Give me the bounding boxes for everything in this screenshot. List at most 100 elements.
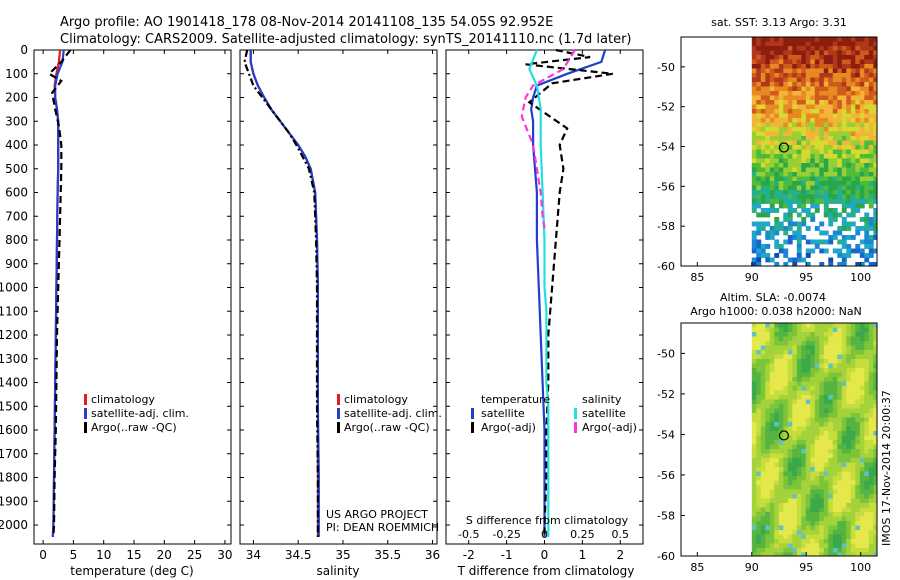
sla-cell	[774, 552, 780, 556]
sst-cell	[801, 37, 807, 42]
sla-cell	[837, 372, 843, 378]
sst-cell	[769, 199, 775, 204]
sla-cell	[760, 516, 766, 522]
sla-cell	[837, 413, 843, 418]
sst-cell	[787, 118, 793, 123]
sla-cell	[792, 521, 798, 526]
sla-cell	[805, 372, 811, 378]
sla-cell	[805, 530, 811, 535]
sla-cell	[837, 471, 843, 477]
sst-cell	[810, 100, 816, 105]
sla-cell	[792, 327, 798, 333]
sst-cell	[868, 73, 874, 78]
sla-cell	[855, 494, 861, 499]
sla-cell	[778, 444, 784, 450]
sla-cell	[810, 494, 816, 499]
sst-cell	[801, 118, 807, 123]
sst-cell	[805, 239, 811, 245]
sla-cell	[828, 368, 834, 373]
sst-cell	[828, 154, 834, 159]
sla-cell	[783, 494, 789, 499]
sst-cell	[756, 73, 762, 78]
sst-cell	[765, 41, 771, 47]
series-line-temperature-satellite	[530, 49, 607, 537]
sla-cell	[814, 534, 820, 540]
sla-cell	[859, 381, 865, 387]
sla-cell	[783, 507, 789, 513]
sla-cell	[864, 431, 870, 436]
sst-cell	[801, 100, 807, 105]
sla-cell	[783, 381, 789, 387]
sla-cell	[855, 485, 861, 490]
sla-cell	[783, 395, 789, 400]
sla-cell	[801, 467, 807, 472]
sla-cell	[841, 350, 847, 355]
sst-cell	[756, 167, 762, 173]
sla-cell	[796, 521, 802, 526]
sst-cell	[868, 154, 874, 159]
sla-cell	[796, 413, 802, 418]
legend-swatch-climatology	[84, 394, 87, 405]
sst-cell	[778, 113, 784, 119]
sst-cell	[855, 199, 861, 204]
sst-cell	[769, 235, 775, 240]
sla-cell	[765, 372, 771, 378]
sst-cell	[837, 149, 843, 155]
sla-map-panel: Altim. SLA: -0.0074 Argo h1000: 0.038 h2…	[657, 291, 878, 574]
sst-cell	[805, 136, 811, 141]
sla-cell	[823, 359, 829, 364]
sst-cell	[832, 190, 838, 195]
sla-cell	[792, 503, 798, 508]
sla-map-frame	[680, 322, 878, 557]
sst-cell	[828, 55, 834, 60]
sla-cell	[819, 408, 825, 414]
sst-cell	[810, 217, 816, 222]
sst-cell	[774, 122, 780, 128]
sla-cell	[769, 372, 775, 378]
sst-cell	[859, 217, 865, 222]
sst-cell	[796, 55, 802, 60]
sla-cell	[850, 363, 856, 369]
sst-cell	[760, 253, 766, 258]
sla-cell	[769, 327, 775, 333]
sla-cell	[801, 489, 807, 495]
sla-cell	[819, 467, 825, 472]
salinity-depth-ticks	[240, 49, 437, 526]
sst-cell	[751, 37, 757, 42]
sla-cell	[783, 552, 789, 556]
sla-cell	[855, 435, 861, 441]
sla-cell	[814, 426, 820, 432]
sst-cell	[778, 37, 784, 42]
sst-cell	[751, 145, 757, 150]
sst-cell	[837, 104, 843, 110]
sst-cell	[774, 136, 780, 141]
sla-cell	[769, 534, 775, 540]
sla-cell	[832, 525, 838, 531]
sla-cell	[864, 485, 870, 490]
sst-cell	[819, 55, 825, 60]
sla-cell	[864, 462, 870, 468]
sla-cell	[832, 431, 838, 436]
sla-cell	[751, 381, 757, 387]
sst-cell	[774, 154, 780, 159]
sst-cell	[873, 82, 877, 87]
sla-cell	[868, 354, 874, 360]
sst-cell	[868, 253, 874, 258]
sla-cell	[805, 462, 811, 468]
sla-cell	[819, 359, 825, 364]
sla-cell	[841, 521, 847, 526]
sla-cell	[868, 399, 874, 405]
sst-cell	[846, 77, 852, 83]
sst-cell	[783, 248, 789, 254]
sst-cell	[837, 262, 843, 266]
sst-cell	[760, 149, 766, 155]
sla-cell	[864, 363, 870, 369]
sla-cell	[792, 345, 798, 351]
sst-cell	[805, 104, 811, 110]
sst-cell	[832, 181, 838, 186]
sla-cell	[859, 467, 865, 472]
sla-cell	[810, 323, 816, 328]
sst-cell	[819, 73, 825, 78]
sla-cell	[828, 498, 834, 504]
sla-cell	[792, 539, 798, 544]
